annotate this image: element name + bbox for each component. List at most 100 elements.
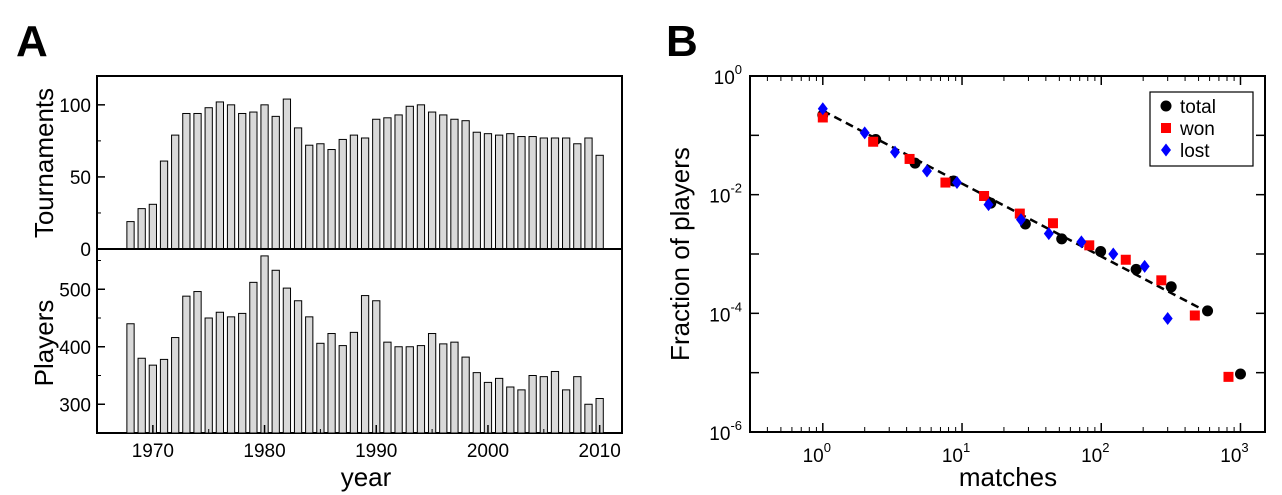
bar bbox=[349, 134, 359, 250]
bar bbox=[171, 134, 180, 250]
bar bbox=[383, 341, 392, 434]
bar bbox=[573, 376, 582, 434]
bar bbox=[528, 136, 537, 250]
bars bbox=[126, 255, 604, 434]
lost-point bbox=[1108, 247, 1119, 261]
bar bbox=[450, 341, 459, 434]
won-point bbox=[1047, 218, 1058, 229]
bar bbox=[483, 133, 493, 250]
bar bbox=[193, 291, 202, 434]
fit-line bbox=[822, 109, 1209, 314]
bar bbox=[226, 316, 236, 434]
won-point bbox=[1223, 371, 1234, 382]
bar bbox=[126, 221, 135, 250]
bar bbox=[148, 203, 157, 250]
y-tick-label: 0 bbox=[80, 240, 91, 261]
y-tick-label: 10-2 bbox=[709, 181, 742, 208]
bar bbox=[439, 114, 448, 250]
bar bbox=[159, 160, 169, 250]
fit-line-path bbox=[822, 109, 1209, 314]
x-ticks: 1970 1980 1990 2000 2010 bbox=[96, 425, 621, 462]
bar bbox=[584, 403, 593, 434]
bar bbox=[293, 300, 303, 434]
lost-point bbox=[951, 176, 962, 190]
bar bbox=[137, 357, 146, 434]
y-tick-label: 100 bbox=[714, 62, 742, 89]
bar bbox=[450, 118, 459, 250]
panel-letter-b: B bbox=[666, 17, 698, 66]
x-tick-label: 1990 bbox=[355, 441, 397, 462]
bar bbox=[305, 144, 314, 250]
bar bbox=[327, 149, 336, 250]
bar bbox=[439, 343, 448, 434]
won-point bbox=[940, 177, 951, 188]
total-point bbox=[1165, 281, 1177, 293]
bars bbox=[126, 98, 604, 250]
x-tick-label: 2010 bbox=[579, 441, 621, 462]
lost-point bbox=[921, 164, 932, 178]
bar bbox=[316, 143, 325, 250]
bar bbox=[584, 137, 593, 250]
lost-point bbox=[1043, 227, 1054, 241]
lost-point bbox=[1162, 311, 1173, 325]
won-point bbox=[904, 153, 915, 164]
x-tick-label: 2000 bbox=[467, 441, 509, 462]
chart-players: 300 400 500 1970 1980 1990 2000 2010 Players y… bbox=[29, 248, 623, 492]
total-point bbox=[1234, 368, 1246, 380]
won-point bbox=[1156, 275, 1167, 286]
lost-point bbox=[889, 145, 900, 159]
bar bbox=[360, 137, 370, 250]
bar bbox=[271, 115, 280, 250]
bar bbox=[215, 101, 225, 250]
bar bbox=[494, 377, 504, 434]
x-axis-label: year bbox=[341, 462, 392, 492]
y-tick-label: 50 bbox=[70, 168, 91, 189]
y-ticks: 0 50 100 bbox=[59, 96, 105, 261]
lost-point bbox=[817, 102, 828, 116]
legend-marker-total bbox=[1160, 100, 1172, 112]
bar bbox=[182, 295, 191, 434]
won-point bbox=[1084, 240, 1095, 251]
bar bbox=[416, 104, 426, 250]
x-axis-label: matches bbox=[959, 462, 1057, 492]
x-tick-label: 102 bbox=[1081, 440, 1109, 467]
bar bbox=[249, 281, 258, 434]
plot-frame bbox=[96, 248, 623, 434]
bar bbox=[282, 287, 292, 434]
bar bbox=[405, 105, 414, 250]
y-tick-label: 100 bbox=[59, 96, 91, 117]
bar bbox=[171, 337, 180, 434]
bar bbox=[316, 342, 325, 434]
bar bbox=[573, 143, 582, 250]
bar bbox=[405, 346, 414, 434]
bar bbox=[148, 364, 157, 434]
chart-fraction-of-players: 100 101 102 103 100 10-2 10-4 10-6 totalwonlost… bbox=[665, 62, 1266, 492]
bar bbox=[550, 370, 560, 434]
lost-point bbox=[1015, 213, 1026, 227]
x-tick-label: 103 bbox=[1220, 440, 1248, 467]
bar bbox=[159, 358, 169, 434]
y-tick-label: 500 bbox=[59, 280, 91, 301]
y-tick-label: 10-6 bbox=[709, 418, 742, 445]
bar bbox=[349, 331, 359, 434]
bar bbox=[494, 134, 504, 250]
lost-point bbox=[1076, 235, 1087, 249]
won-point bbox=[979, 190, 990, 201]
bar bbox=[517, 136, 526, 250]
bar bbox=[204, 317, 213, 434]
won-point bbox=[1014, 208, 1025, 219]
bar bbox=[238, 312, 247, 434]
x-tick-label: 100 bbox=[803, 440, 831, 467]
chart-tournaments: 0 50 100 Tournaments bbox=[29, 75, 623, 261]
bar bbox=[126, 323, 135, 434]
bar bbox=[562, 389, 571, 434]
bar bbox=[461, 356, 470, 434]
bar bbox=[472, 372, 481, 434]
bar bbox=[305, 316, 314, 434]
bar bbox=[293, 127, 303, 250]
total-point bbox=[1056, 233, 1068, 245]
total-point bbox=[1130, 263, 1142, 275]
bar bbox=[137, 208, 146, 250]
legend-label-total: total bbox=[1180, 97, 1216, 118]
